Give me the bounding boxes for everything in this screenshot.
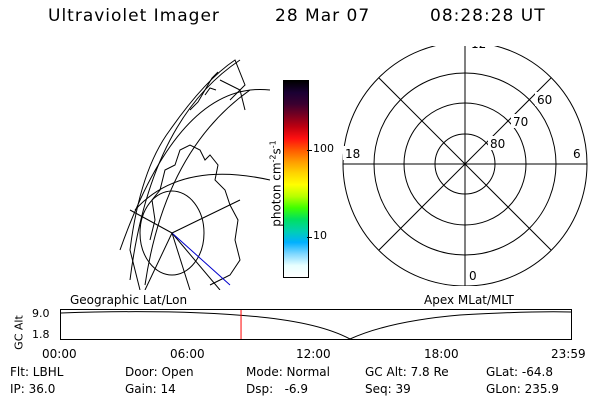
x-tick-1: 06:00 (170, 347, 205, 361)
x-tick-0: 00:00 (42, 347, 77, 361)
ip-info: IP: 36.0 (10, 382, 56, 396)
date-label: 28 Mar 07 (275, 6, 371, 26)
colorbar (283, 80, 309, 278)
mode-info: Mode: Normal (246, 365, 330, 379)
geographic-map (119, 59, 271, 290)
door-info: Door: Open (125, 365, 194, 379)
glat-info: GLat: -64.8 (486, 365, 553, 379)
colorbar-label-10: 10 (313, 229, 327, 242)
seq-info: Seq: 39 (365, 382, 411, 396)
alt-axis-label-wrap: GC Alt (12, 315, 26, 350)
filter-info: Flt: LBHL (10, 365, 64, 379)
colorbar-tick-10 (307, 237, 312, 238)
mlt-label-0: 0 (469, 269, 477, 283)
mlat-label-80: 80 (490, 137, 505, 151)
mlt-label-12: 12 (471, 46, 486, 51)
app-title: Ultraviolet Imager (48, 6, 220, 26)
alt-max-label: 9.0 (32, 307, 50, 320)
polar-plot: 12 18 6 0 60 70 80 (342, 46, 588, 286)
alt-min-label: 1.8 (32, 328, 50, 341)
altitude-plot (60, 309, 572, 340)
alt-axis-label: GC Alt (12, 315, 26, 350)
altitude-curve (60, 311, 572, 340)
mlat-label-70: 70 (513, 115, 528, 129)
colorbar-tick-100 (307, 150, 312, 151)
x-tick-4: 23:59 (551, 347, 586, 361)
mlt-label-6: 6 (573, 147, 581, 161)
dsp-info: Dsp: -6.9 (246, 382, 309, 396)
gain-info: Gain: 14 (125, 382, 176, 396)
apex-label: Apex MLat/MLT (424, 293, 514, 307)
colorbar-unit-label: photon cm-2s-1 (268, 140, 284, 227)
gc-alt-info: GC Alt: 7.8 Re (365, 365, 449, 379)
x-tick-2: 12:00 (296, 347, 331, 361)
glon-info: GLon: 235.9 (486, 382, 559, 396)
altitude-plot-frame (60, 309, 572, 340)
geographic-label: Geographic Lat/Lon (70, 293, 188, 307)
time-label: 08:28:28 UT (430, 6, 546, 26)
mlt-label-18: 18 (345, 147, 360, 161)
mlat-label-60: 60 (537, 93, 552, 107)
x-tick-3: 18:00 (424, 347, 459, 361)
colorbar-label-100: 100 (313, 142, 334, 155)
